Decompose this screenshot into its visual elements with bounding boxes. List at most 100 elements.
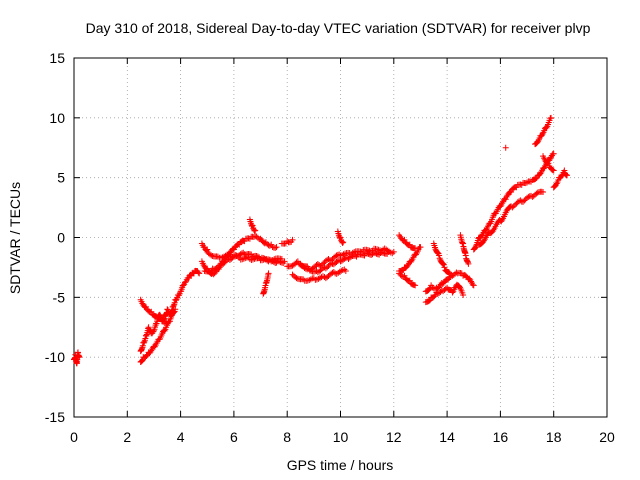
axis-ticks: 0 2 4 6 8 10 12 14 16 18 20 -15 -10 -5 0 5 10 15: [45, 50, 615, 445]
data-trace: [540, 155, 551, 167]
data-trace: [423, 284, 434, 295]
data-trace: [339, 249, 353, 259]
data-trace: [154, 315, 164, 322]
data-trace: [457, 234, 466, 247]
data-trace: [144, 306, 154, 316]
data-trace: [525, 178, 535, 185]
data-trace: [285, 259, 300, 270]
data-trace: [402, 239, 412, 249]
data-trace: [138, 298, 149, 311]
data-trace: [346, 252, 359, 261]
data-trace: [335, 230, 343, 242]
data-trace: [237, 237, 247, 246]
data-trace: [476, 229, 487, 241]
data-trace: [253, 233, 263, 243]
x-tick-label: 10: [333, 429, 349, 445]
data-trace: [322, 269, 337, 282]
data-trace: [456, 269, 465, 277]
data-trace: [175, 290, 183, 299]
data-point: [441, 264, 448, 271]
x-tick-label: 16: [493, 429, 509, 445]
data-trace: [532, 134, 543, 147]
data-trace: [477, 229, 492, 248]
x-tick-label: 20: [599, 429, 615, 445]
data-trace: [397, 266, 407, 275]
y-axis-label: SDTVAR / TECUs: [7, 182, 23, 294]
data-trace: [463, 255, 471, 266]
data-trace: [442, 267, 452, 276]
data-trace: [535, 167, 546, 179]
data-trace: [423, 297, 434, 305]
data-trace: [312, 273, 326, 283]
data-trace: [263, 271, 272, 287]
data-trace: [248, 233, 257, 240]
data-trace: [199, 242, 207, 251]
data-trace: [397, 233, 407, 244]
data-trace: [231, 240, 242, 251]
data-trace: [280, 240, 289, 247]
data-trace: [260, 282, 269, 296]
y-tick-label: 5: [57, 170, 65, 186]
data-trace: [546, 150, 556, 164]
data-trace: [551, 177, 562, 190]
data-trace: [205, 250, 220, 260]
x-tick-label: 8: [283, 429, 291, 445]
y-tick-label: 15: [49, 50, 65, 66]
data-trace: [514, 181, 524, 188]
data-trace: [333, 266, 348, 277]
data-trace: [498, 203, 514, 225]
data-trace: [160, 318, 170, 325]
data-trace: [138, 357, 146, 365]
data-trace: [436, 255, 447, 268]
data-trace: [258, 254, 271, 264]
data-trace: [402, 275, 412, 285]
data-trace: [498, 195, 508, 209]
x-tick-label: 14: [439, 429, 455, 445]
chart-title: Day 310 of 2018, Sidereal Day-to-day VTE…: [86, 20, 591, 36]
data-trace: [285, 238, 295, 246]
data-trace: [440, 285, 449, 295]
data-trace: [397, 271, 407, 280]
data-point: [502, 144, 509, 151]
data-trace: [264, 241, 273, 249]
data-trace: [407, 280, 418, 288]
data-trace: [202, 267, 215, 275]
data-trace: [370, 249, 383, 258]
data-trace: [407, 244, 418, 252]
data-trace: [290, 272, 305, 283]
data-trace: [360, 246, 374, 255]
data-trace: [186, 271, 194, 279]
data-trace: [181, 279, 189, 288]
data-trace: [194, 268, 202, 276]
x-tick-label: 6: [230, 429, 238, 445]
y-tick-label: 0: [57, 230, 65, 246]
data-trace: [434, 288, 444, 297]
data-trace: [242, 251, 255, 258]
data-trace: [407, 252, 418, 266]
data-trace: [189, 269, 197, 277]
data-trace: [431, 242, 442, 257]
data-trace: [538, 125, 548, 140]
data-trace: [167, 308, 178, 322]
data-trace: [429, 291, 439, 301]
data-trace: [216, 251, 231, 261]
data-trace: [151, 320, 160, 333]
data-trace: [234, 249, 247, 260]
data-trace: [556, 169, 567, 181]
data-trace: [237, 254, 252, 263]
data-trace: [258, 236, 268, 247]
data-trace: [330, 257, 343, 268]
data-trace: [274, 258, 287, 267]
y-tick-label: -5: [53, 289, 66, 305]
y-tick-label: 10: [49, 110, 65, 126]
data-trace: [266, 256, 279, 266]
data-trace: [138, 342, 146, 354]
data-trace: [322, 260, 335, 272]
data-trace: [434, 281, 444, 292]
data-trace: [530, 188, 545, 200]
data-trace: [503, 188, 514, 200]
data-trace: [402, 260, 412, 271]
data-trace: [362, 250, 375, 259]
data-trace: [413, 244, 423, 258]
